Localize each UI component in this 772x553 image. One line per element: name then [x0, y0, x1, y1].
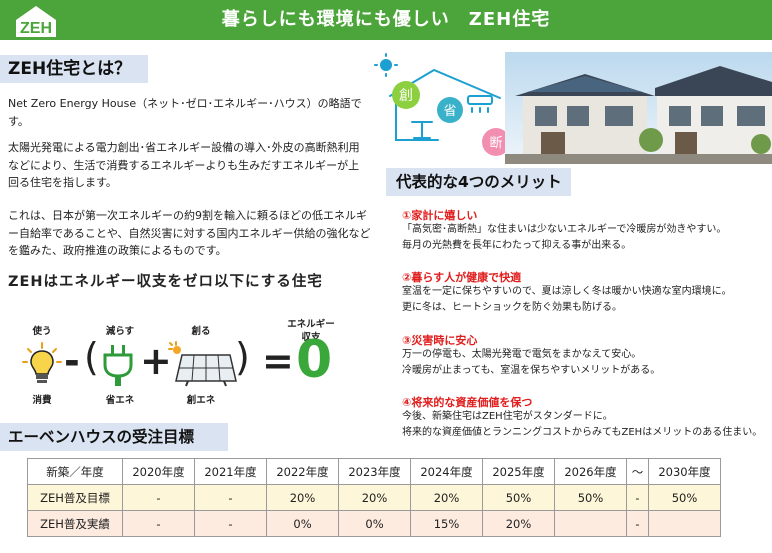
merit-text: 更に冬は、ヒートショックを防ぐ効果も防げる。 [402, 302, 622, 313]
table-cell: - [626, 510, 649, 537]
table-cell: 20% [338, 484, 411, 511]
section-heading-goal: エーベンハウスの受注目標 [0, 423, 228, 451]
page-title: 暮らしにも環境にも優しい ZEH住宅 [221, 9, 551, 30]
merit-title: ④将来的な資産価値を保つ [402, 396, 533, 409]
table-cell: - [626, 484, 649, 511]
zero-value: 0 [296, 330, 333, 390]
plus-sign: + [140, 339, 172, 383]
table-cell: - [122, 484, 195, 511]
badge-create: 創 [399, 88, 413, 104]
table-cell: 0% [338, 510, 411, 537]
header-bar [0, 0, 772, 40]
merit-title: ①家計に嬉しい [402, 209, 478, 222]
table-cell: ZEH普及目標 [27, 484, 123, 511]
order-target-table: 新築／年度 2020年度 2021年度 2022年度 2023年度 2024年度… [27, 458, 721, 537]
solar-panel-icon [168, 341, 238, 391]
table-header-cell: 新築／年度 [27, 458, 123, 485]
section-heading-merits: 代表的な4つのメリット [386, 168, 571, 196]
label-use: 使う [32, 326, 52, 337]
table-cell: ZEH普及実績 [27, 510, 123, 537]
table-cell: - [194, 510, 267, 537]
merit-text: 室温を一定に保ちやすいので、夏は涼しく冬は暖かい快適な室内環境に。 [402, 286, 732, 297]
merit-text: 毎月の光熱費を長年にわたって抑える事が出来る。 [402, 240, 632, 251]
table-cell: - [194, 484, 267, 511]
table-header-cell: 2021年度 [194, 458, 267, 485]
table-cell [554, 510, 627, 537]
table-header-cell: 2026年度 [554, 458, 627, 485]
merit-text: 冷暖房が止まっても、室温を保ちやすいメリットがある。 [402, 365, 661, 376]
table-header-cell: 2023年度 [338, 458, 411, 485]
section-heading-what: ZEH住宅とは？ [0, 55, 148, 83]
right-paren: ) [235, 335, 250, 379]
table-header-cell: 2020年度 [122, 458, 195, 485]
lightbulb-icon [22, 341, 62, 391]
merit-text: 万一の停電も、太陽光発電で電気をまかなえて安心。 [402, 349, 642, 360]
table-header-cell: 2022年度 [266, 458, 339, 485]
label-energy-balance: エネルギー 収支 [287, 319, 335, 343]
table-row: ZEH普及実績 - - 0% 0% 15% 20% - [27, 510, 721, 537]
badge-insulate: 断 [489, 136, 502, 151]
table-cell: 20% [410, 484, 483, 511]
merit-text: 「高気密･高断熱」な住まいは少ないエネルギーで冷暖房が効きやすい。 [402, 224, 727, 235]
policy-paragraph: これは、日本が第一次エネルギーの約9割を輸入に頼るほどの低エネルギー自給率である… [8, 209, 371, 257]
logo-text: ZEH [20, 20, 52, 37]
plug-icon [100, 343, 136, 391]
table-cell: 0% [266, 510, 339, 537]
label-save-energy: 省エネ [105, 395, 135, 406]
intro-paragraph: Net Zero Energy House（ネット･ゼロ･エネルギー･ハウス）の… [8, 97, 362, 128]
left-paren: ( [84, 335, 99, 379]
house-photo [505, 52, 772, 164]
minus-sign: - [64, 339, 80, 383]
table-header-row: 新築／年度 2020年度 2021年度 2022年度 2023年度 2024年度… [27, 458, 721, 485]
table-cell: 15% [410, 510, 483, 537]
table-header-cell: 2024年度 [410, 458, 483, 485]
table-cell: 50% [482, 484, 555, 511]
table-header-cell: 〜 [626, 458, 649, 485]
merit-title: ③災害時に安心 [402, 334, 478, 347]
definition-paragraph: 太陽光発電による電力創出･省エネルギー設備の導入･外皮の高断熱利用などにより、生… [8, 141, 360, 189]
house-diagram-illustration: 創 省 断 [372, 52, 522, 162]
zeh-slogan: ZEHはエネルギー収支をゼロ以下にする住宅 [8, 274, 323, 290]
label-consume: 消費 [32, 395, 52, 406]
merit-text: 将来的な資産価値とランニングコストからみてもZEHはメリットのある住まい。 [402, 427, 763, 438]
merit-text: 今後、新築住宅はZEH住宅がスタンダードに。 [402, 411, 613, 422]
table-cell: 20% [266, 484, 339, 511]
table-cell [648, 510, 721, 537]
table-cell: - [122, 510, 195, 537]
table-header-cell: 2025年度 [482, 458, 555, 485]
zeh-logo: ZEH [14, 4, 58, 38]
table-cell: 50% [554, 484, 627, 511]
table-cell: 20% [482, 510, 555, 537]
table-cell: 50% [648, 484, 721, 511]
badge-save: 省 [443, 104, 456, 119]
table-header-cell: 2030年度 [648, 458, 721, 485]
equals-sign: = [262, 339, 294, 383]
label-create: 創る [191, 326, 211, 337]
merit-title: ②暮らす人が健康で快適 [402, 271, 522, 284]
label-create-energy: 創エネ [186, 395, 216, 406]
label-reduce: 減らす [105, 326, 135, 337]
table-row: ZEH普及目標 - - 20% 20% 20% 50% 50% - 50% [27, 484, 721, 511]
